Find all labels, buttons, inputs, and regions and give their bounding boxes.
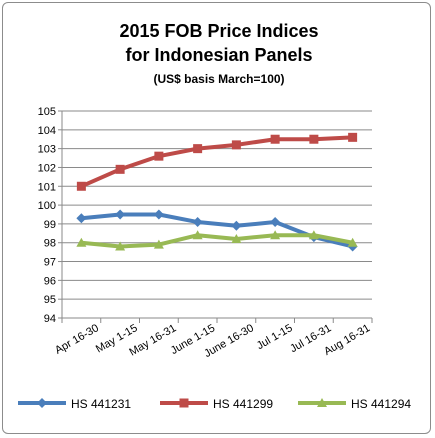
y-tick-label: 96: [44, 275, 56, 287]
data-point-marker: [153, 209, 164, 220]
data-point-marker: [76, 237, 87, 247]
axes: [58, 110, 373, 323]
data-point-marker: [37, 398, 47, 408]
data-point-marker: [231, 233, 242, 243]
y-tick-label: 103: [38, 144, 56, 156]
data-point-marker: [76, 213, 87, 224]
legend-label: HS 441231: [71, 397, 131, 411]
legend-label: HS 441294: [351, 397, 411, 411]
y-tick-label: 97: [44, 257, 56, 269]
data-point-marker: [309, 134, 319, 144]
data-point-marker: [153, 239, 164, 249]
data-point-marker: [231, 220, 242, 231]
data-point-marker: [270, 230, 281, 240]
series-hs-441299: [76, 132, 358, 191]
y-tick-label: 102: [38, 162, 56, 174]
data-point-marker: [308, 230, 319, 240]
x-tick-label: Jul 1-15: [255, 322, 295, 352]
data-point-marker: [270, 134, 280, 144]
chart-title-line2: for Indonesian Panels: [125, 45, 312, 65]
data-point-marker: [76, 181, 86, 191]
legend-label: HS 441299: [213, 397, 273, 411]
chart-frame: [2, 2, 431, 434]
y-tick-label: 105: [38, 106, 56, 118]
y-tick-label: 94: [44, 313, 56, 325]
legend-item: HS 441231: [18, 397, 131, 411]
series-hs-441294: [76, 230, 358, 251]
data-point-marker: [347, 237, 358, 247]
legend-item: HS 441294: [298, 397, 411, 411]
data-point-marker: [231, 140, 241, 150]
series-line: [79, 212, 355, 249]
series-line: [79, 135, 355, 189]
x-tick-label: Apr 16-30: [53, 322, 101, 357]
series-line: [79, 233, 355, 249]
data-point-marker: [193, 144, 203, 154]
y-tick-label: 99: [44, 219, 56, 231]
data-point-marker: [317, 398, 327, 407]
data-point-marker: [115, 241, 126, 251]
series-lines: [76, 132, 358, 252]
chart-subtitle: (US$ basis March=100): [153, 72, 284, 86]
data-point-marker: [115, 164, 125, 174]
y-tick-label: 100: [38, 200, 56, 212]
y-axis-tick-labels: 94 95 96 97 98 99 100 101 102 103 104 105: [38, 106, 56, 325]
data-point-marker: [115, 209, 126, 220]
data-point-marker: [154, 151, 164, 161]
data-point-marker: [192, 230, 203, 240]
y-tick-label: 98: [44, 238, 56, 250]
legend: HS 441231 HS 441299 HS 441294: [18, 397, 411, 411]
y-tick-label: 95: [44, 294, 56, 306]
data-point-marker: [192, 217, 203, 228]
legend-item: HS 441299: [160, 397, 273, 411]
data-point-marker: [270, 217, 281, 228]
y-tick-label: 101: [38, 181, 56, 193]
data-point-marker: [179, 398, 189, 408]
y-tick-label: 104: [38, 125, 56, 137]
chart-title: 2015 FOB Price Indices: [119, 21, 318, 41]
data-point-marker: [348, 132, 358, 142]
